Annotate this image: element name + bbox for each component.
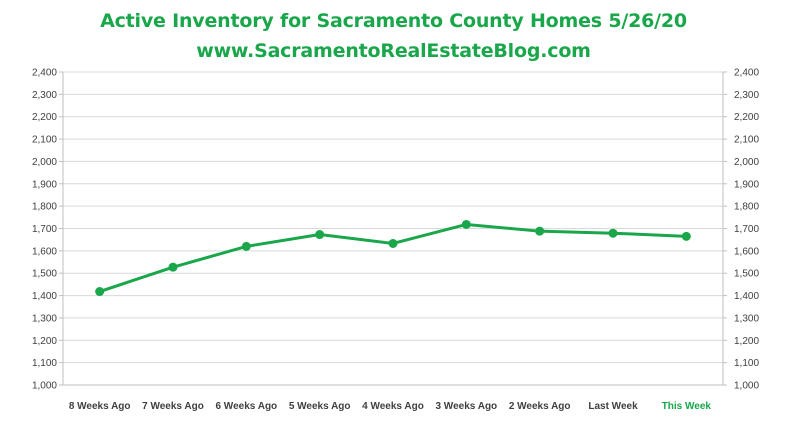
x-tick-label: 3 Weeks Ago <box>435 401 497 412</box>
y-tick-label-right: 1,800 <box>734 202 759 213</box>
x-tick-label: 8 Weeks Ago <box>69 401 131 412</box>
y-tick-label-left: 1,200 <box>32 336 57 347</box>
y-tick-label-left: 1,500 <box>32 269 57 280</box>
data-point <box>168 262 178 272</box>
y-tick-label-left: 2,200 <box>32 112 57 123</box>
y-tick-label-left: 1,100 <box>32 358 57 369</box>
y-tick-label-right: 1,000 <box>734 381 759 392</box>
y-tick-label-right: 1,500 <box>734 269 759 280</box>
data-point <box>95 287 105 297</box>
data-point <box>241 241 251 251</box>
y-tick-label-right: 2,200 <box>734 112 759 123</box>
x-tick-label: 7 Weeks Ago <box>142 401 204 412</box>
y-tick-label-left: 2,400 <box>32 68 57 79</box>
x-tick-label: 2 Weeks Ago <box>509 401 571 412</box>
x-tick-label: This Week <box>662 401 712 412</box>
y-tick-label-left: 1,600 <box>32 246 57 257</box>
y-tick-label-left: 1,900 <box>32 179 57 190</box>
y-tick-label-left: 1,700 <box>32 224 57 235</box>
y-tick-label-left: 1,000 <box>32 381 57 392</box>
data-point <box>681 231 691 241</box>
y-tick-label-right: 2,400 <box>734 68 759 79</box>
y-tick-label-right: 1,100 <box>734 358 759 369</box>
y-tick-label-right: 1,300 <box>734 313 759 324</box>
data-point <box>535 226 545 236</box>
y-tick-label-right: 1,700 <box>734 224 759 235</box>
data-point <box>388 238 398 248</box>
y-tick-label-left: 2,000 <box>32 157 57 168</box>
y-tick-label-right: 2,300 <box>734 90 759 101</box>
y-tick-label-right: 1,600 <box>734 246 759 257</box>
x-tick-label: 4 Weeks Ago <box>362 401 424 412</box>
y-tick-label-left: 1,300 <box>32 313 57 324</box>
y-tick-label-left: 1,400 <box>32 291 57 302</box>
data-point <box>461 219 471 229</box>
y-tick-label-right: 1,200 <box>734 336 759 347</box>
data-point <box>315 230 325 240</box>
chart-subtitle: www.SacramentoRealEstateBlog.com <box>196 40 591 62</box>
y-tick-label-right: 2,000 <box>734 157 759 168</box>
x-tick-label: 5 Weeks Ago <box>289 401 351 412</box>
y-tick-label-right: 1,900 <box>734 179 759 190</box>
y-tick-label-left: 2,300 <box>32 90 57 101</box>
x-tick-label: 6 Weeks Ago <box>215 401 277 412</box>
x-tick-label: Last Week <box>588 401 638 412</box>
series-line <box>98 222 688 294</box>
y-tick-label-right: 1,400 <box>734 291 759 302</box>
y-tick-label-right: 2,100 <box>734 135 759 146</box>
y-tick-label-left: 2,100 <box>32 135 57 146</box>
data-point <box>608 228 618 238</box>
y-tick-label-left: 1,800 <box>32 202 57 213</box>
chart-title: Active Inventory for Sacramento County H… <box>100 10 687 32</box>
